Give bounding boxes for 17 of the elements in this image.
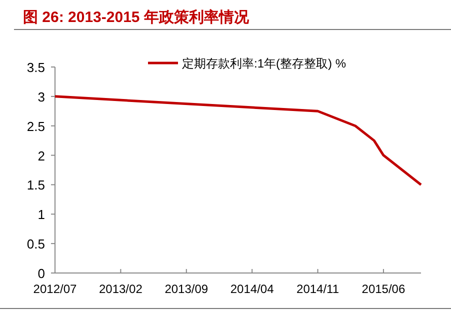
- y-tick-label: 3.5: [26, 60, 45, 75]
- x-tick-label: 2012/07: [33, 282, 78, 296]
- x-tick-label: 2014/04: [230, 282, 274, 296]
- y-tick-label: 2: [38, 148, 45, 164]
- y-tick-label: 1: [38, 207, 45, 222]
- x-tick-label: 2013/09: [164, 282, 208, 296]
- y-tick-label: 0: [38, 266, 45, 281]
- x-tick-label: 2013/02: [98, 282, 143, 296]
- x-tick-label: 2014/11: [296, 282, 340, 296]
- legend: 定期存款利率:1年(整存整取) %: [148, 56, 346, 70]
- y-tick-label: 2.5: [26, 118, 45, 134]
- legend-label: 定期存款利率:1年(整存整取) %: [182, 56, 346, 70]
- y-tick-label: 0.5: [26, 236, 45, 252]
- x-tick-label: 2015/06: [362, 282, 406, 296]
- y-tick-label: 1.5: [26, 178, 45, 193]
- title: 图 26: 2013-2015 年政策利率情况: [23, 9, 249, 26]
- y-tick-label: 3: [38, 89, 45, 104]
